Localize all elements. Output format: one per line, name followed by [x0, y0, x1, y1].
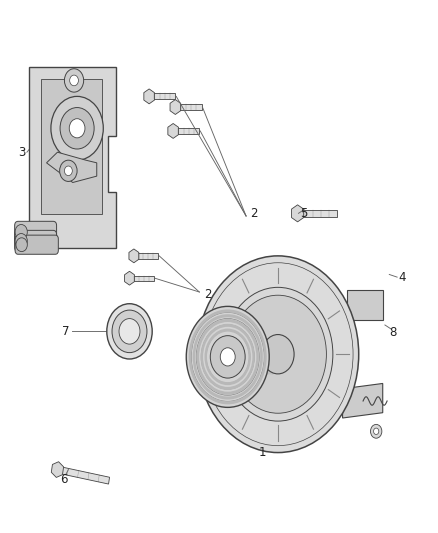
- Circle shape: [112, 310, 147, 353]
- Text: 2: 2: [205, 288, 212, 301]
- Polygon shape: [29, 67, 117, 248]
- Circle shape: [30, 69, 41, 83]
- Polygon shape: [343, 383, 383, 418]
- Polygon shape: [46, 152, 97, 182]
- Circle shape: [119, 319, 140, 344]
- Circle shape: [30, 193, 41, 207]
- Text: 4: 4: [399, 271, 406, 284]
- Polygon shape: [57, 466, 110, 484]
- Circle shape: [60, 108, 94, 149]
- Circle shape: [70, 75, 78, 86]
- FancyBboxPatch shape: [14, 230, 57, 252]
- Circle shape: [367, 302, 372, 309]
- Polygon shape: [144, 89, 155, 104]
- Circle shape: [63, 238, 67, 244]
- Circle shape: [108, 197, 113, 203]
- Polygon shape: [134, 253, 158, 259]
- Circle shape: [60, 235, 71, 247]
- FancyBboxPatch shape: [14, 221, 57, 243]
- Circle shape: [223, 287, 333, 421]
- Polygon shape: [124, 271, 134, 285]
- Circle shape: [371, 424, 382, 438]
- Ellipse shape: [247, 268, 331, 441]
- Circle shape: [220, 348, 235, 366]
- Polygon shape: [170, 100, 180, 115]
- Circle shape: [262, 335, 294, 374]
- Circle shape: [210, 336, 245, 378]
- Circle shape: [15, 224, 27, 239]
- Circle shape: [15, 233, 27, 248]
- Circle shape: [95, 238, 99, 244]
- Circle shape: [107, 304, 152, 359]
- Wedge shape: [189, 309, 267, 405]
- Circle shape: [69, 119, 85, 138]
- Text: 6: 6: [60, 473, 68, 486]
- Circle shape: [105, 193, 117, 207]
- Polygon shape: [175, 104, 201, 110]
- Circle shape: [33, 73, 38, 79]
- Polygon shape: [168, 124, 178, 139]
- Polygon shape: [130, 276, 153, 281]
- Circle shape: [105, 69, 117, 83]
- Text: 1: 1: [259, 446, 266, 459]
- Circle shape: [33, 197, 38, 203]
- Wedge shape: [205, 328, 251, 385]
- Polygon shape: [129, 249, 139, 263]
- Circle shape: [374, 428, 379, 434]
- Polygon shape: [149, 93, 175, 99]
- Wedge shape: [193, 314, 263, 400]
- Text: 3: 3: [18, 146, 25, 159]
- Text: 5: 5: [300, 207, 308, 220]
- Wedge shape: [197, 319, 259, 395]
- Polygon shape: [51, 462, 64, 478]
- Polygon shape: [346, 290, 383, 320]
- Circle shape: [92, 235, 102, 247]
- Circle shape: [64, 69, 84, 92]
- Circle shape: [16, 238, 27, 252]
- Polygon shape: [292, 205, 304, 222]
- Circle shape: [51, 96, 103, 160]
- Wedge shape: [201, 324, 255, 390]
- Circle shape: [60, 160, 77, 181]
- Circle shape: [197, 256, 359, 453]
- Text: 2: 2: [250, 207, 258, 220]
- Circle shape: [186, 306, 269, 407]
- Text: 8: 8: [389, 326, 396, 340]
- Circle shape: [108, 73, 113, 79]
- Circle shape: [364, 298, 376, 313]
- Circle shape: [230, 295, 326, 413]
- FancyBboxPatch shape: [15, 235, 58, 254]
- Polygon shape: [297, 209, 337, 217]
- Text: 7: 7: [63, 325, 70, 338]
- Polygon shape: [173, 128, 199, 134]
- FancyBboxPatch shape: [41, 79, 102, 214]
- Circle shape: [64, 166, 72, 175]
